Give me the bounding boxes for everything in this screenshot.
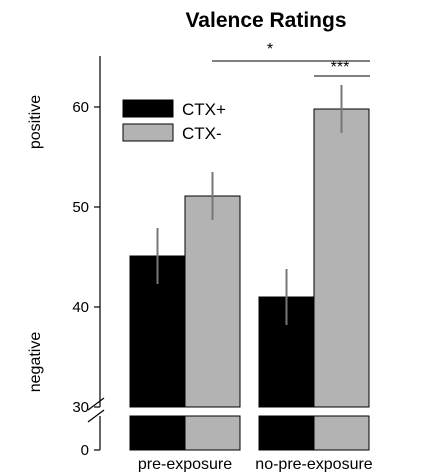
bar-stub-pre-exposure-ctx-minus xyxy=(184,415,241,451)
significance-label-star: * xyxy=(267,41,273,58)
x-category-label-pre-exposure: pre-exposure xyxy=(138,456,232,472)
y-label-positive: positive xyxy=(27,95,44,149)
y-label-negative: negative xyxy=(27,332,44,393)
significance-label-triple-star: *** xyxy=(331,59,350,76)
y-tick-label-60: 60 xyxy=(72,99,89,116)
x-category-label-no-pre-exposure: no-pre-exposure xyxy=(255,456,373,472)
legend-label-ctx-minus: CTX- xyxy=(182,124,222,143)
y-tick-label-40: 40 xyxy=(72,299,89,316)
axis-break-mark-bottom xyxy=(87,409,105,423)
bar-stub-no-pre-exposure-ctx-minus xyxy=(313,415,370,451)
bar-pre-exposure-ctx-minus xyxy=(184,195,241,408)
bar-stub-no-pre-exposure-ctx-plus xyxy=(258,415,315,451)
chart-title: Valence Ratings xyxy=(185,9,346,32)
y-tick-label-0: 0 xyxy=(81,442,89,459)
legend-swatch-ctx-minus xyxy=(122,123,174,142)
legend-swatch-ctx-plus xyxy=(122,99,174,118)
bar-stub-pre-exposure-ctx-plus xyxy=(129,415,186,451)
y-tick-label-50: 50 xyxy=(72,199,89,216)
y-tick-label-30: 30 xyxy=(72,399,89,416)
bar-no-pre-exposure-ctx-minus xyxy=(313,108,370,408)
legend: CTX+ CTX- xyxy=(122,99,226,143)
axis-break-mark-top xyxy=(87,397,105,411)
legend-label-ctx-plus: CTX+ xyxy=(182,100,226,119)
